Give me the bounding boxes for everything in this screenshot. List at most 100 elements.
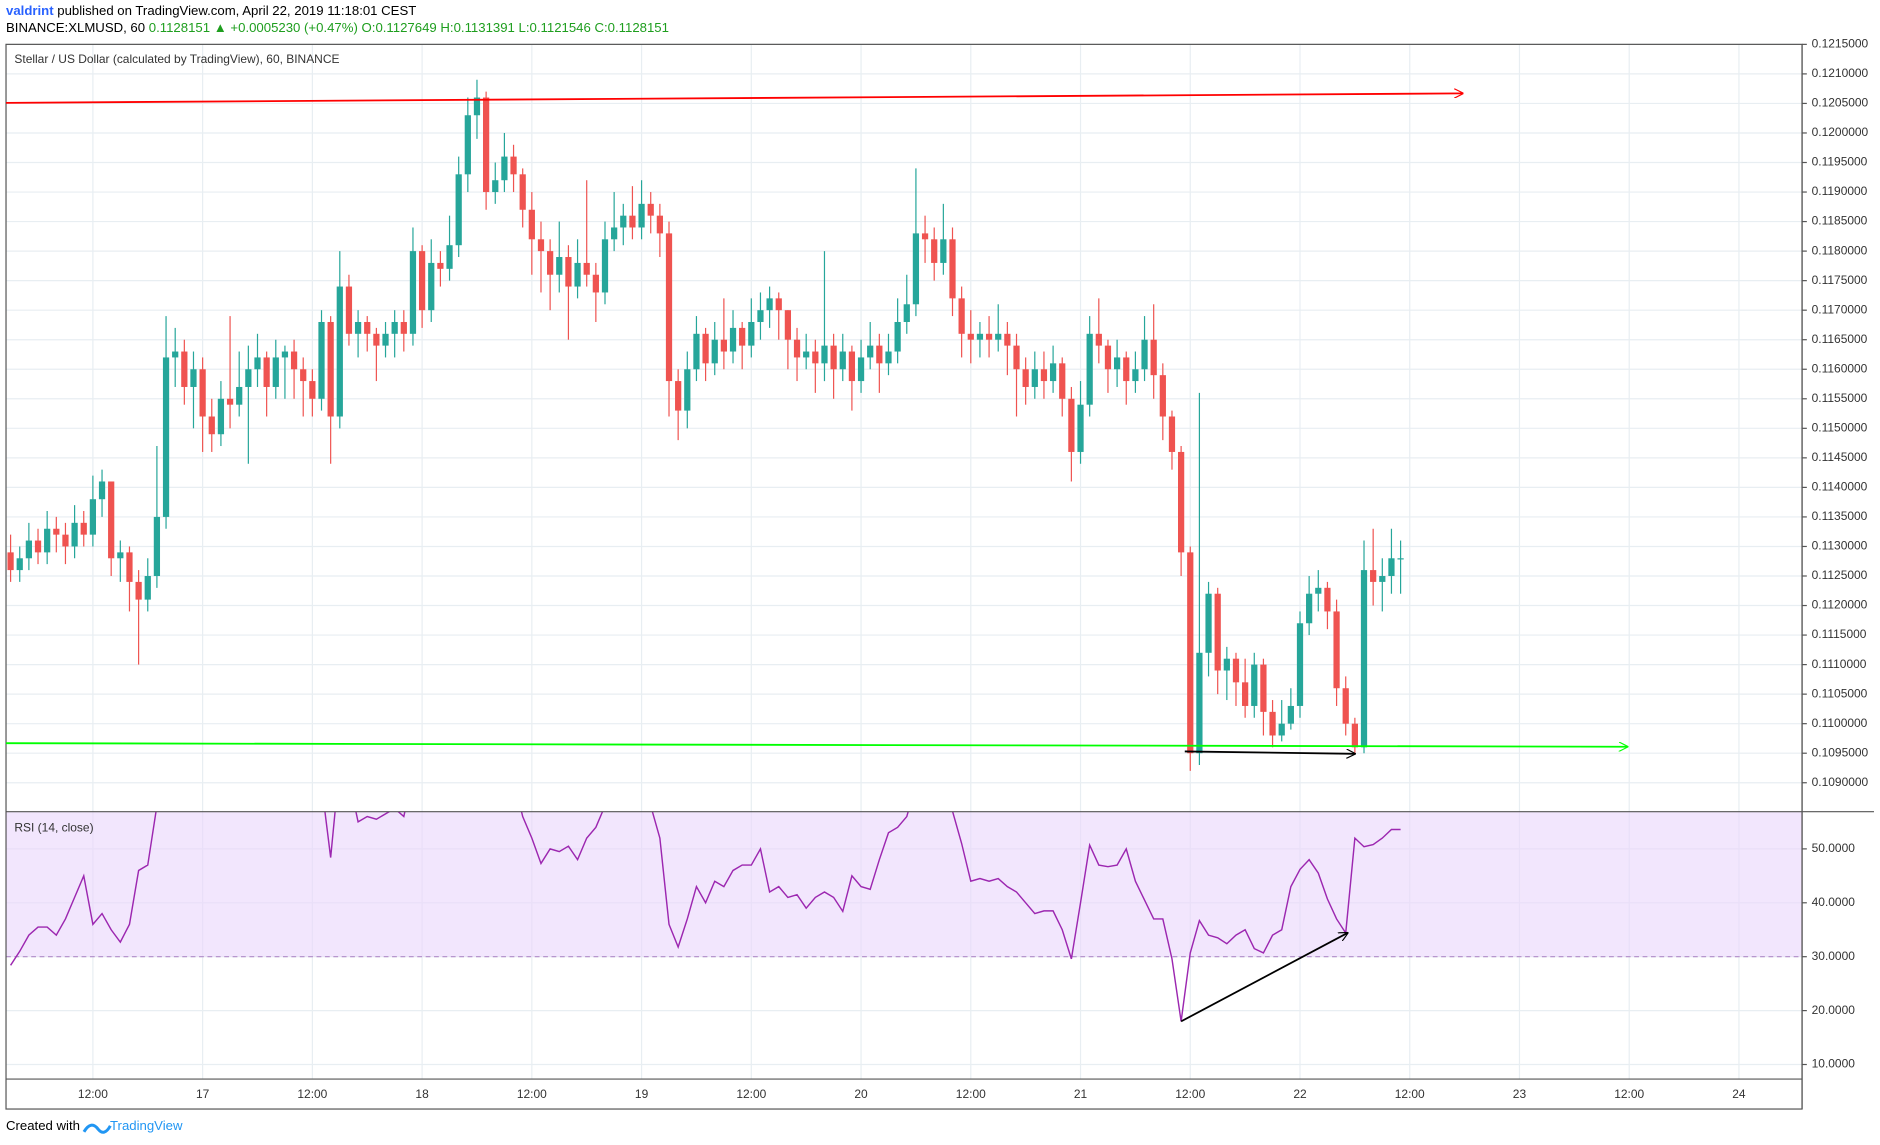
candle-body bbox=[345, 286, 353, 334]
candle-body bbox=[1086, 333, 1093, 405]
candle-body bbox=[391, 321, 398, 334]
candle-body bbox=[766, 298, 773, 311]
close: C:0.1128151 bbox=[595, 20, 669, 35]
candle-body bbox=[1168, 416, 1176, 452]
candle-body bbox=[172, 351, 179, 358]
candle-body bbox=[583, 262, 590, 275]
y-tick-label: 50.0000 bbox=[1812, 841, 1856, 855]
candle-body bbox=[318, 321, 325, 399]
candle-body bbox=[720, 339, 727, 352]
candle-body bbox=[739, 327, 746, 346]
price-pane bbox=[7, 79, 1404, 771]
candle-body bbox=[1223, 658, 1230, 671]
candle-body bbox=[98, 481, 106, 500]
candle-body bbox=[537, 239, 545, 252]
y-tick-label: 0.1120000 bbox=[1812, 598, 1868, 612]
candle-body bbox=[784, 310, 792, 340]
candle-body bbox=[290, 351, 298, 370]
candle-body bbox=[803, 351, 810, 358]
rsi-line bbox=[9, 811, 1401, 1022]
x-tick-label: 17 bbox=[196, 1087, 210, 1101]
axes: 12:00 17 12:00 18 12:00 19 12:00 20 12:00 21 12:00… bbox=[78, 37, 1869, 1101]
y-tick-label: 0.1175000 bbox=[1812, 273, 1868, 287]
candle-body bbox=[830, 345, 837, 370]
candle-body bbox=[1049, 363, 1057, 382]
x-tick-label: 12:00 bbox=[78, 1087, 108, 1101]
candle-body bbox=[455, 174, 462, 246]
rsi-band bbox=[6, 811, 1803, 957]
candle-body bbox=[848, 351, 856, 382]
candle-body bbox=[44, 528, 51, 553]
candle-body bbox=[940, 239, 947, 263]
candle-body bbox=[967, 333, 974, 340]
candle-body bbox=[108, 481, 115, 559]
candle-body bbox=[190, 369, 197, 387]
y-tick-label: 40.0000 bbox=[1812, 895, 1856, 909]
candle-body bbox=[1132, 369, 1139, 382]
candle-body bbox=[89, 499, 97, 535]
y-tick-label: 0.1095000 bbox=[1812, 745, 1869, 759]
x-tick-label: 12:00 bbox=[1395, 1087, 1425, 1101]
trend-line bbox=[6, 743, 1627, 747]
brand: TradingView bbox=[110, 1119, 183, 1134]
y-tick-label: 0.1105000 bbox=[1812, 686, 1868, 700]
candle-body bbox=[656, 215, 663, 234]
candle-body bbox=[437, 262, 444, 269]
x-tick-label: 21 bbox=[1074, 1087, 1088, 1101]
candle-body bbox=[1022, 369, 1029, 387]
candle-body bbox=[931, 239, 938, 263]
candle-body bbox=[117, 552, 124, 559]
candle-body bbox=[601, 239, 609, 293]
candle-body bbox=[1287, 705, 1294, 724]
candle-body bbox=[354, 321, 362, 334]
candle-body bbox=[1306, 593, 1313, 624]
candle-body bbox=[638, 203, 645, 228]
candle-body bbox=[245, 369, 252, 387]
y-tick-label: 20.0000 bbox=[1812, 1003, 1856, 1017]
candle-body bbox=[1214, 593, 1221, 671]
candle-body bbox=[492, 180, 499, 193]
candle-body bbox=[373, 333, 380, 346]
candle-body bbox=[1370, 570, 1377, 582]
y-tick-label: 0.1130000 bbox=[1812, 539, 1868, 553]
candle-body bbox=[839, 351, 846, 370]
logo bbox=[82, 1123, 112, 1134]
candle-body bbox=[1379, 575, 1386, 582]
candle-body bbox=[748, 321, 755, 346]
candle-body bbox=[1004, 333, 1011, 346]
candle-body bbox=[1196, 652, 1203, 754]
x-tick-label: 20 bbox=[854, 1087, 868, 1101]
candle-body bbox=[949, 239, 956, 299]
candle-body bbox=[327, 321, 334, 417]
candle-body bbox=[1278, 723, 1285, 736]
low: L:0.1121546 bbox=[519, 20, 591, 35]
candle-body bbox=[1397, 558, 1404, 560]
y-tick-label: 0.1140000 bbox=[1812, 480, 1868, 494]
x-tick-label: 12:00 bbox=[736, 1087, 766, 1101]
x-tick-label: 24 bbox=[1732, 1087, 1746, 1101]
x-tick-label: 12:00 bbox=[956, 1087, 986, 1101]
candle-body bbox=[217, 398, 225, 435]
candle-body bbox=[885, 351, 892, 364]
candle-body bbox=[812, 351, 819, 364]
y-tick-label: 0.1170000 bbox=[1812, 302, 1868, 316]
change: ▲ +0.0005230 (+0.47%) bbox=[214, 20, 358, 35]
candle-body bbox=[912, 233, 920, 305]
candle-body bbox=[1232, 658, 1240, 683]
y-tick-label: 0.1185000 bbox=[1812, 214, 1868, 228]
candle-body bbox=[729, 327, 737, 352]
trend-line bbox=[1184, 751, 1355, 753]
candle-body bbox=[1104, 345, 1112, 370]
chart-title: Stellar / US Dollar (calculated by Tradi… bbox=[14, 52, 339, 66]
candle-body bbox=[976, 333, 984, 340]
author-name: valdrint bbox=[6, 3, 54, 18]
candle-body bbox=[53, 528, 60, 535]
y-tick-label: 0.1180000 bbox=[1812, 243, 1868, 257]
candle-body bbox=[153, 516, 161, 576]
y-tick-label: 0.1200000 bbox=[1812, 125, 1869, 139]
x-tick-label: 18 bbox=[415, 1087, 429, 1101]
candle-body bbox=[1077, 404, 1084, 452]
candle-body bbox=[556, 257, 563, 275]
candle-body bbox=[62, 534, 69, 547]
